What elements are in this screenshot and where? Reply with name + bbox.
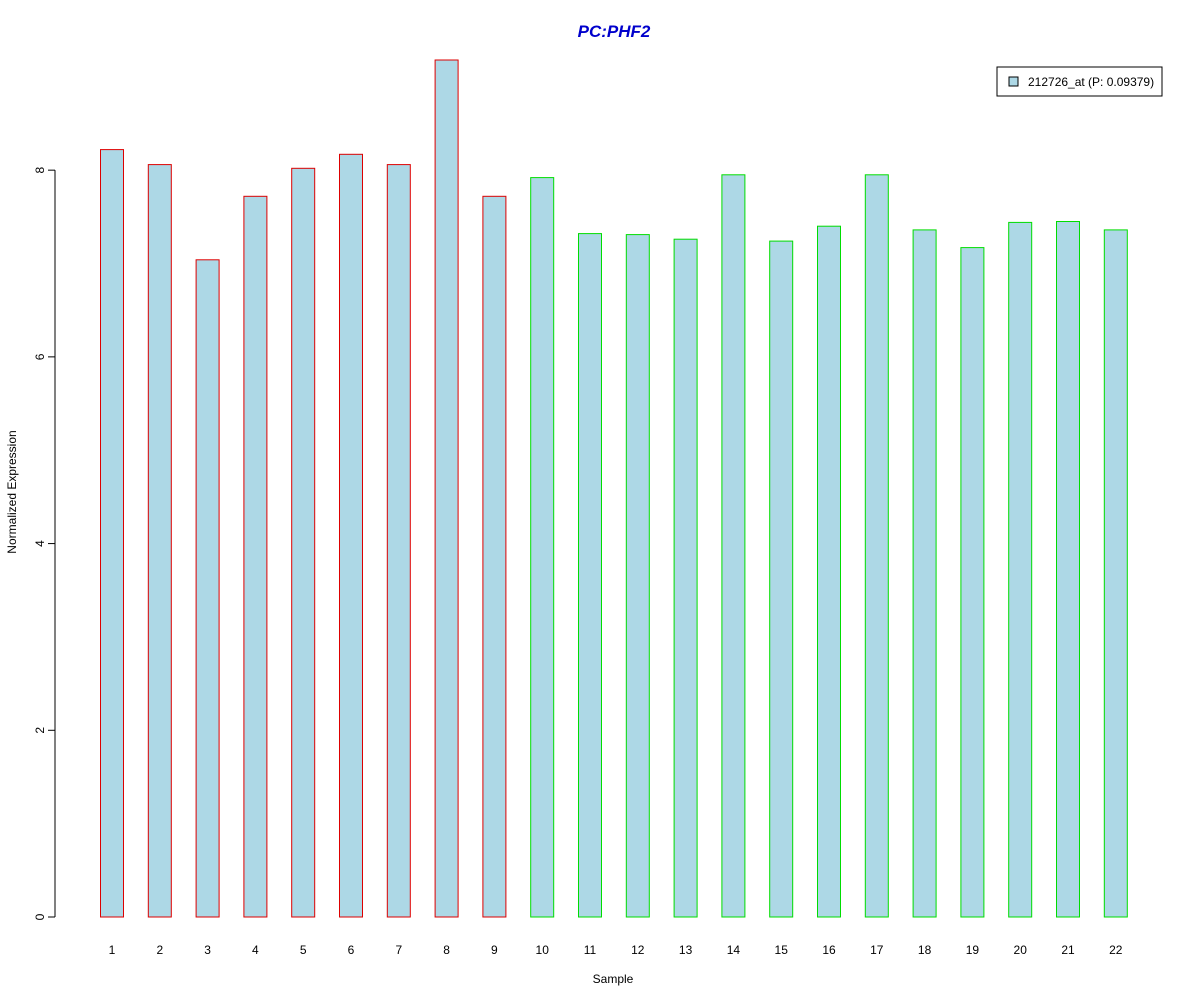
legend-swatch — [1008, 76, 1019, 87]
x-tick-label: 2 — [156, 943, 163, 957]
bar — [625, 234, 650, 918]
bars — [100, 59, 1128, 918]
bar — [147, 164, 172, 918]
x-tick-label: 22 — [1109, 943, 1123, 957]
bar — [673, 238, 698, 918]
bar — [912, 229, 937, 918]
x-tick-label: 4 — [252, 943, 259, 957]
x-tick-label: 21 — [1061, 943, 1075, 957]
x-tick-label: 7 — [395, 943, 402, 957]
x-tick-label: 8 — [443, 943, 450, 957]
bar — [339, 153, 363, 918]
y-axis-label: Normalized Expression — [5, 430, 19, 553]
x-tick-label: 3 — [204, 943, 211, 957]
x-tick-label: 11 — [584, 943, 597, 957]
bar — [769, 240, 794, 918]
x-tick-label: 19 — [966, 943, 980, 957]
bar — [960, 247, 985, 918]
x-tick-label: 13 — [679, 943, 693, 957]
x-tick-label: 9 — [491, 943, 498, 957]
bar — [434, 59, 459, 918]
x-axis-label: Sample — [593, 972, 634, 986]
x-tick-label: 15 — [775, 943, 789, 957]
y-axis: 0 2 4 6 8 — [33, 167, 56, 920]
bar — [482, 195, 507, 918]
legend-entry: 212726_at (P: 0.09379) — [1028, 75, 1154, 89]
y-tick-label: 6 — [33, 353, 47, 360]
y-tick-label: 8 — [33, 167, 47, 174]
y-tick-label: 2 — [33, 727, 47, 734]
bar — [195, 259, 220, 918]
y-tick-label: 0 — [33, 913, 47, 920]
bar — [1103, 229, 1128, 918]
bar — [817, 225, 841, 918]
bar — [291, 167, 316, 918]
x-tick-label: 6 — [348, 943, 355, 957]
x-tick-label: 5 — [300, 943, 307, 957]
x-tick-label: 20 — [1014, 943, 1028, 957]
bar — [386, 164, 411, 918]
x-tick-label: 18 — [918, 943, 932, 957]
bar — [864, 174, 889, 918]
bar — [1008, 221, 1033, 918]
bar — [721, 174, 746, 918]
y-tick-label: 4 — [33, 540, 47, 547]
x-tick-label: 14 — [727, 943, 741, 957]
legend-box — [996, 66, 1163, 97]
bar — [243, 195, 268, 918]
x-tick-label: 1 — [109, 943, 116, 957]
legend: 212726_at (P: 0.09379) — [996, 66, 1163, 97]
bar — [578, 233, 602, 918]
bar — [530, 177, 555, 918]
x-tick-labels: 1 2 3 4 5 6 7 8 9 10 11 12 13 14 15 16 17 18 19 20 21 22 — [109, 943, 1123, 957]
chart-title: PC:PHF2 — [578, 22, 651, 41]
x-tick-label: 12 — [631, 943, 645, 957]
x-tick-label: 16 — [822, 943, 836, 957]
bar — [1056, 221, 1080, 918]
bar — [100, 149, 124, 918]
x-tick-label: 17 — [870, 943, 884, 957]
x-tick-label: 10 — [536, 943, 550, 957]
